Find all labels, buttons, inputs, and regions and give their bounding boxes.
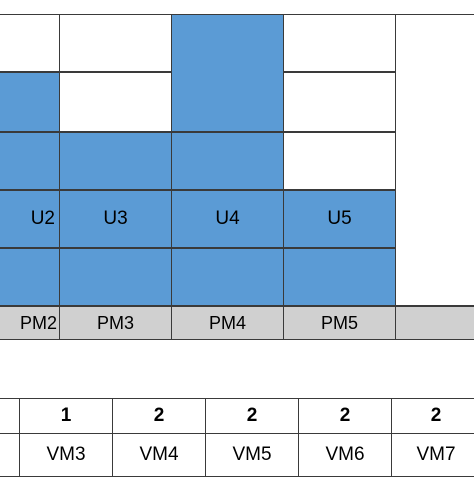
vm-count: 2 <box>246 405 258 426</box>
vm-name: VM7 <box>416 444 456 465</box>
pm5-empty-slot <box>283 132 396 190</box>
pm6-empty-slot <box>395 14 474 306</box>
pm-label-pm3: PM3 <box>59 306 172 340</box>
pm2-empty-slot <box>0 14 60 72</box>
vm-count: 2 <box>339 405 351 426</box>
user-label: U3 <box>103 208 128 229</box>
vm-name: VM5 <box>232 444 272 465</box>
user-label: U2 <box>30 208 55 229</box>
user-label: U4 <box>215 208 240 229</box>
vm-name: VM6 <box>325 444 365 465</box>
vm-name-cell <box>0 433 20 477</box>
pm3-slot <box>59 248 172 306</box>
vm-count-cell <box>0 398 20 434</box>
user-block-u4: U4 <box>171 190 284 248</box>
vm-name: VM3 <box>46 444 86 465</box>
pm3-empty-slot <box>59 14 172 72</box>
pm3-empty-slot <box>59 72 172 132</box>
vm-count-cell: 2 <box>391 398 474 434</box>
vm-name-cell: VM4 <box>112 433 206 477</box>
pm-label-pm5: PM5 <box>283 306 396 340</box>
vm-name-cell: VM3 <box>19 433 113 477</box>
vm-name-cell: VM7 <box>391 433 474 477</box>
vm-count-cell: 2 <box>112 398 206 434</box>
user-block-u2: U2 <box>0 190 60 248</box>
pm-label: PM5 <box>320 312 358 333</box>
pm-label: PM3 <box>96 312 134 333</box>
pm-label: PM4 <box>208 312 246 333</box>
vm-count-cell: 2 <box>205 398 299 434</box>
pm2-slot <box>0 72 60 132</box>
pm3-slot <box>59 132 172 190</box>
pm4-slot <box>171 14 284 132</box>
user-label: U5 <box>327 208 352 229</box>
vm-count-cell: 1 <box>19 398 113 434</box>
pm4-slot <box>171 132 284 190</box>
user-block-u3: U3 <box>59 190 172 248</box>
pm-label-pm2: PM2 <box>0 306 60 340</box>
pm-label-pm4: PM4 <box>171 306 284 340</box>
pm2-slot <box>0 132 60 190</box>
pm5-empty-slot <box>283 72 396 132</box>
pm5-empty-slot <box>283 14 396 72</box>
pm2-slot <box>0 248 60 306</box>
pm-label-pm6 <box>395 306 474 340</box>
vm-name: VM4 <box>139 444 179 465</box>
pm5-slot <box>283 248 396 306</box>
vm-count: 2 <box>153 405 165 426</box>
user-block-u5: U5 <box>283 190 396 248</box>
vm-count: 2 <box>430 405 442 426</box>
vm-count: 1 <box>60 405 72 426</box>
vm-name-cell: VM5 <box>205 433 299 477</box>
pm4-slot <box>171 248 284 306</box>
pm-label: PM2 <box>19 312 57 333</box>
vm-count-cell: 2 <box>298 398 392 434</box>
vm-name-cell: VM6 <box>298 433 392 477</box>
